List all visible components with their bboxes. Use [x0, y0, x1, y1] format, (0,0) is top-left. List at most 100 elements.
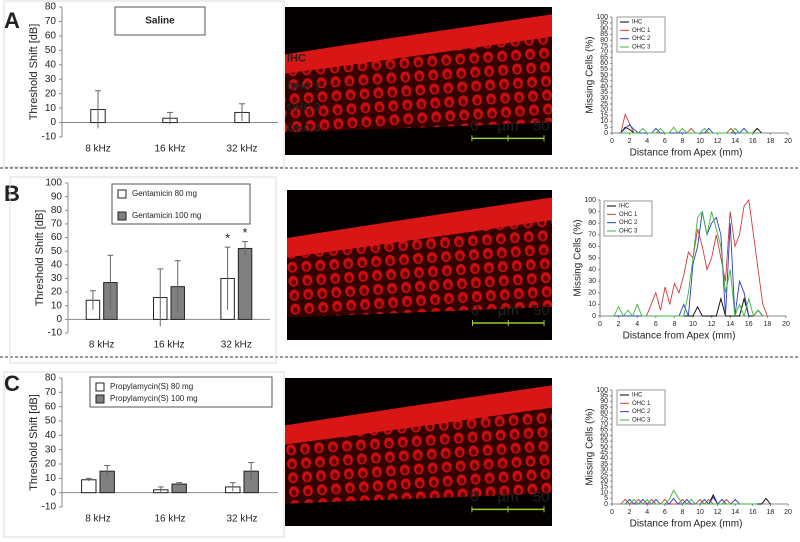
- scale-bar-label: 0: [471, 302, 479, 319]
- x-tick-label: 6: [663, 138, 667, 145]
- y-axis-title: Missing Cells (%): [585, 36, 596, 113]
- x-tick-label: 10: [689, 321, 697, 328]
- legend-label: OHC 2: [619, 220, 638, 226]
- legend-box: [114, 6, 206, 36]
- panel-letter: A: [4, 8, 20, 33]
- y-tick-label: 15: [600, 484, 608, 491]
- y-tick-label: 50: [45, 416, 57, 427]
- legend-label: IHC: [619, 204, 630, 210]
- x-tick-label: 18: [767, 509, 775, 516]
- x-tick-label: 8: [680, 138, 684, 145]
- y-tick-label: 75: [600, 43, 608, 50]
- x-tick-label: 8: [672, 321, 676, 328]
- y-tick-label: 30: [51, 273, 63, 284]
- x-tick-label: 14: [731, 138, 739, 145]
- scale-bar-label: 50: [533, 488, 550, 505]
- y-tick-label: 25: [600, 101, 608, 108]
- x-axis-title: Distance from Apex (mm): [623, 331, 736, 342]
- scale-bar-label: 50: [533, 117, 550, 134]
- x-tick-label: 4: [635, 321, 639, 328]
- x-tick-label: 18: [764, 321, 772, 328]
- scale-bar-label: µm: [497, 117, 518, 134]
- y-tick-label: 30: [600, 467, 608, 474]
- legend-label: OHC 3: [619, 229, 638, 235]
- x-tick-label: 2: [628, 138, 632, 145]
- plot-frame: [3, 371, 285, 538]
- image-label: IHC: [287, 53, 306, 65]
- x-tick-label: 18: [767, 138, 775, 145]
- x-tick-label: 12: [714, 138, 722, 145]
- legend-label: Saline: [145, 16, 175, 27]
- x-tick-label: 0: [610, 509, 614, 516]
- x-tick-label: 32 kHz: [221, 340, 252, 351]
- y-tick-label: 0: [50, 487, 56, 498]
- y-tick-label: -10: [42, 132, 57, 143]
- x-tick-label: 10: [696, 138, 704, 145]
- y-tick-label: 95: [600, 20, 608, 27]
- scale-bar-label: 0: [470, 117, 478, 134]
- x-tick-label: 8 kHz: [85, 144, 111, 155]
- y-tick-label: 60: [45, 31, 57, 42]
- x-tick-label: 16: [745, 321, 753, 328]
- y-tick-label: 75: [600, 415, 608, 422]
- x-tick-label: 14: [726, 321, 734, 328]
- x-tick-label: 8 kHz: [85, 514, 111, 525]
- legend-label: Gentamicin 80 mg: [132, 189, 197, 198]
- x-tick-label: 0: [598, 321, 602, 328]
- y-tick-label: 40: [45, 430, 57, 441]
- y-tick-label: 70: [600, 49, 608, 56]
- x-tick-label: 16 kHz: [154, 144, 185, 155]
- y-tick-label: 50: [600, 72, 608, 79]
- y-tick-label: 70: [51, 219, 63, 230]
- series-line: [620, 126, 758, 134]
- y-tick-label: 50: [588, 255, 596, 262]
- y-tick-label: 30: [600, 95, 608, 102]
- y-tick-label: 40: [588, 266, 596, 273]
- y-tick-label: 80: [45, 373, 57, 384]
- y-tick-label: 40: [600, 83, 608, 90]
- y-tick-label: 30: [45, 74, 57, 85]
- cell-rows: [285, 36, 552, 133]
- x-tick-label: 20: [782, 321, 790, 328]
- y-tick-label: 65: [600, 54, 608, 61]
- y-tick-label: 55: [600, 66, 608, 73]
- y-tick-label: 5: [604, 124, 608, 131]
- legend-swatch: [117, 189, 127, 199]
- y-tick-label: 20: [45, 88, 57, 99]
- scale-bar-label: µm: [497, 488, 518, 505]
- y-tick-label: 100: [584, 197, 596, 204]
- y-axis-title: Threshold Shift [dB]: [28, 24, 40, 121]
- y-tick-label: 85: [600, 404, 608, 411]
- x-tick-label: 6: [654, 321, 658, 328]
- y-tick-label: 100: [596, 14, 608, 21]
- y-tick-label: 40: [600, 455, 608, 462]
- y-tick-label: -10: [42, 502, 57, 513]
- y-tick-label: 45: [600, 78, 608, 85]
- x-tick-label: 10: [696, 509, 704, 516]
- y-tick-label: 5: [604, 495, 608, 502]
- legend-box: [89, 376, 273, 408]
- y-tick-label: 40: [45, 59, 57, 70]
- y-tick-label: 40: [51, 259, 63, 270]
- x-tick-label: 20: [784, 509, 792, 516]
- x-tick-label: 8 kHz: [89, 340, 115, 351]
- significance: *: [243, 225, 248, 240]
- x-tick-label: 32 kHz: [226, 514, 257, 525]
- y-tick-label: 10: [51, 300, 63, 311]
- legend-swatch: [117, 211, 127, 221]
- y-tick-label: 70: [588, 232, 596, 239]
- x-tick-label: 4: [645, 138, 649, 145]
- legend-box: [616, 389, 666, 426]
- y-tick-label: 0: [604, 501, 608, 508]
- y-tick-label: 70: [600, 421, 608, 428]
- legend-swatch: [95, 394, 105, 404]
- x-axis-title: Distance from Apex (mm): [630, 148, 743, 159]
- scale-bar-label: 0: [470, 488, 478, 505]
- y-tick-label: 20: [600, 107, 608, 114]
- y-tick-label: 80: [588, 220, 596, 227]
- bar: [237, 247, 253, 320]
- x-tick-label: 16: [749, 509, 757, 516]
- ihc-band: [287, 197, 552, 258]
- y-tick-label: 10: [45, 103, 57, 114]
- y-tick-label: 85: [600, 31, 608, 38]
